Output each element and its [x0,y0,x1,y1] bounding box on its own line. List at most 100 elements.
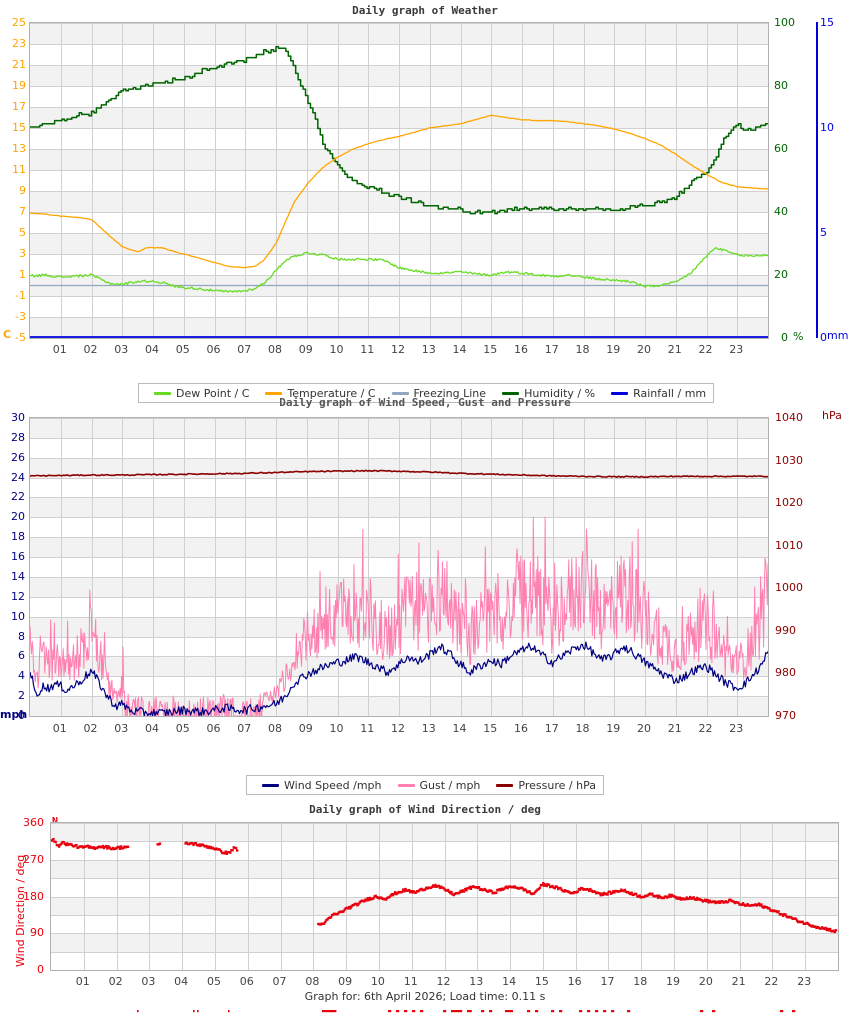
xtick-label: 03 [114,343,129,356]
legend-label-rainfall: Rainfall / mm [633,386,707,400]
wind-ytick-8: 8 [18,629,25,643]
legend-label-freezing-line: Freezing Line [413,386,487,400]
legend-swatch-gust [397,783,415,787]
wind-ytick-30: 30 [11,411,25,424]
legend-item-freezing-line: Freezing Line [384,388,495,399]
pressure-ytick-980: 980 [775,666,796,680]
gridline-v [122,23,123,338]
legend-item-temperature: Temperature / C [257,388,383,399]
wind-ytick-10: 10 [11,609,25,623]
wind-ytick-24: 24 [11,470,25,484]
weather-humidity-tick-0: 0 [781,331,788,344]
xtick-label: 23 [797,975,812,988]
wind-plot-area [29,417,769,717]
xtick-label: 17 [544,343,559,356]
weather-rainfall-tick-5: 5 [820,226,827,239]
legend-item-gust: Gust / mph [390,780,489,791]
gridline-v [245,23,246,338]
gridline-v [553,23,554,338]
xtick-label: 04 [145,722,159,735]
xtick-label: 05 [175,722,190,735]
xtick-label: 19 [606,343,621,356]
weather-humidity-tick-80: 80 [774,79,788,92]
legend-label-temperature: Temperature / C [287,386,376,400]
xtick-label: 16 [514,722,528,735]
gridline-v [553,418,554,716]
xtick-label: 22 [764,975,779,988]
legend-item-rainfall: Rainfall / mm [603,388,714,399]
gridline-v [430,23,431,338]
xtick-label: 06 [239,975,254,988]
weather-ytick-1: 1 [19,268,26,281]
weather-humidity-tick-40: 40 [774,205,788,218]
gridline-v [338,23,339,338]
gridline-v [645,418,646,716]
wind-chart-title: Daily graph of Wind Speed, Gust and Pres… [279,396,571,409]
xtick-label: 11 [403,975,418,988]
xtick-label: 01 [52,343,67,356]
xtick-label: 20 [698,975,713,988]
xtick-label: 18 [633,975,648,988]
gridline-v [117,823,118,970]
xtick-label: 04 [174,975,189,988]
xtick-label: 13 [421,343,436,356]
gridline-v [122,418,123,716]
gridline-v [215,418,216,716]
weather-rainfall-tick-0: 0 [820,331,827,344]
wind-ytick-0: 0 [18,709,25,722]
legend-label-gust: Gust / mph [419,778,481,792]
legend-label-wind-speed: Wind Speed /mph [284,778,382,792]
gridline-h [51,952,838,953]
wind-chart-legend: Wind Speed /mph Gust / mph Pressure / hP… [246,775,604,795]
gridline-v [707,23,708,338]
xtick-label: 22 [698,722,713,735]
xtick-label: 19 [606,722,621,735]
gridline-v [182,823,183,970]
xtick-label: 17 [600,975,615,988]
legend-item-dew-point: Dew Point / C [146,388,257,399]
weather-ytick-21: 21 [12,58,26,71]
gridline-v [614,418,615,716]
xtick-label: 07 [237,722,252,735]
xtick-label: 10 [370,975,385,988]
gridline-v [248,823,249,970]
gridline-v [477,823,478,970]
gridline-v [276,418,277,716]
xtick-label: 06 [206,722,221,735]
gridline-v [215,823,216,970]
gridline-v [522,23,523,338]
legend-item-pressure: Pressure / hPa [488,780,604,791]
gridline-v [676,23,677,338]
wdir-ytick-360: 360 [23,816,44,829]
xtick-label: 12 [436,975,451,988]
gridline-v [461,23,462,338]
xtick-label: 20 [637,722,651,735]
gridline-v [461,418,462,716]
gridline-v [737,23,738,338]
gridline-v [307,418,308,716]
wind-ytick-26: 26 [11,450,25,464]
weather-ytick-5: 5 [19,226,26,239]
xtick-label: 08 [268,343,282,356]
xtick-label: 21 [667,722,682,735]
xtick-label: 02 [108,975,123,988]
wind-ytick-14: 14 [11,569,25,583]
gridline-v [149,823,150,970]
xtick-label: 15 [483,722,498,735]
xtick-label: 07 [272,975,287,988]
gridline-v [84,823,85,970]
gridline-v [245,418,246,716]
legend-swatch-dew-point [154,391,171,395]
gridline-v [445,823,446,970]
wind-ytick-4: 4 [18,669,25,683]
weather-ytick-19: 19 [12,79,26,92]
weather-ytick-3: 3 [19,247,26,260]
xtick-label: 23 [729,343,744,356]
wdir-ytick-270: 270 [23,852,44,866]
gridline-h [51,933,838,934]
pressure-ytick-970: 970 [775,709,796,722]
pressure-ytick-1030: 1030 [775,453,803,467]
xtick-label: 14 [452,343,467,356]
gridline-v [281,823,282,970]
